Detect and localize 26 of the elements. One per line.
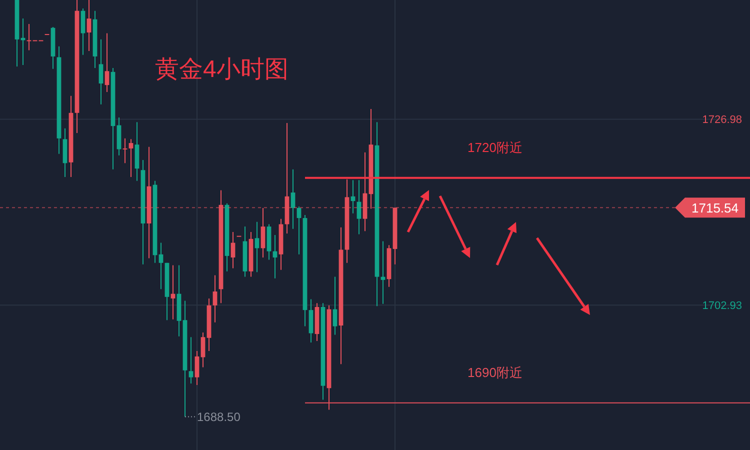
candlestick (332, 276, 338, 336)
candlestick (260, 207, 266, 258)
ref-line-label: 1720附近 (468, 140, 522, 155)
candlestick (230, 231, 236, 269)
candlestick (188, 336, 194, 384)
candlestick (290, 168, 296, 230)
candlestick (212, 274, 218, 323)
candlestick (194, 350, 200, 386)
candlestick (254, 221, 260, 273)
candlestick (128, 138, 134, 178)
candlestick (86, 0, 92, 52)
candlestick (104, 32, 110, 93)
candlestick (158, 242, 164, 290)
candlestick (308, 298, 314, 344)
candlestick (296, 206, 302, 255)
y-tick-label: 1726.98 (702, 114, 742, 126)
candlestick (200, 332, 206, 368)
candlestick (134, 122, 140, 182)
candlestick (62, 128, 68, 178)
annotation: 1688.50 (197, 410, 241, 424)
ref-line-label: 1690附近 (468, 364, 522, 380)
y-tick-label: 1702.93 (702, 300, 742, 312)
text: 黄金4小时图 (155, 56, 288, 83)
ref-line-label: 1715.54 (692, 200, 738, 216)
candlestick (98, 38, 104, 105)
candlestick (356, 180, 362, 235)
